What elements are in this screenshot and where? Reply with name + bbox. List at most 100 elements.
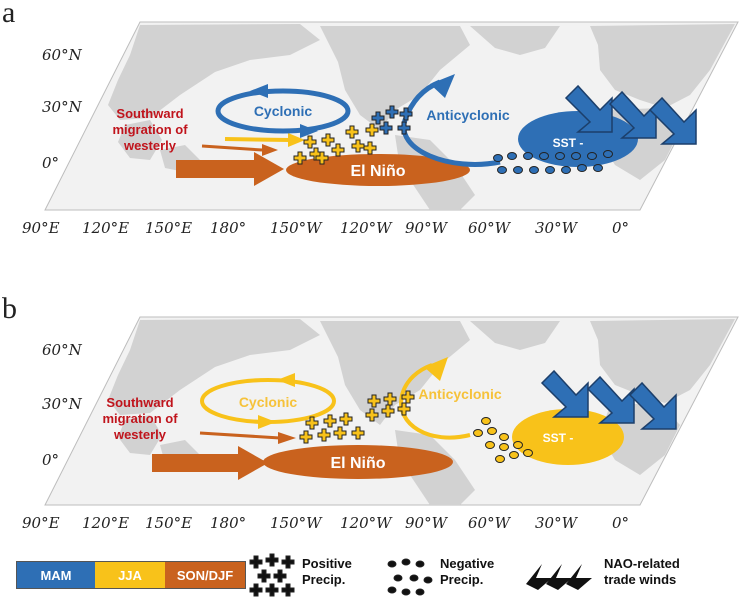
lon-label-0: 0° — [612, 219, 629, 237]
precip-cross — [339, 412, 353, 426]
precip-dot — [587, 152, 597, 160]
sst-ellipse — [512, 409, 624, 465]
el-nino-ellipse — [286, 154, 470, 186]
precip-dot — [497, 166, 507, 174]
precip-dot — [473, 429, 483, 437]
precip-dot — [495, 455, 505, 463]
precip-cross — [333, 426, 347, 440]
precip-cross — [365, 408, 379, 422]
lat-label-60n: 60°N — [42, 341, 83, 359]
lat-label-30n: 30°N — [42, 395, 83, 413]
el-nino-label: El Niño — [350, 163, 405, 180]
lon-label-60w: 60°W — [468, 514, 512, 532]
lat-label-60n: 60°N — [42, 46, 83, 64]
lon-label-90e: 90°E — [22, 219, 60, 237]
positive-label-line2: Precip. — [302, 572, 346, 587]
precip-dot — [499, 443, 509, 451]
precip-cross — [299, 430, 313, 444]
panel-a-map: 60°N 30°N 0° 90°E 120°E 150°E 180° 150°W… — [22, 21, 739, 237]
precip-dot — [409, 574, 419, 582]
panel-b-letter: b — [2, 292, 17, 325]
el-nino-label: El Niño — [330, 455, 385, 472]
westerly-arrows — [176, 133, 305, 186]
precip-dot — [481, 417, 491, 425]
el-nino-ellipse — [263, 445, 453, 479]
lon-label-150e: 150°E — [145, 514, 192, 532]
precip-cross — [281, 583, 295, 597]
precip-cross — [381, 404, 395, 418]
precip-cross — [397, 121, 411, 135]
trade-wind-legend-label: NAO-related trade winds — [604, 556, 680, 588]
legend: MAM JJA SON/DJF Positive Precip. Negativ… — [0, 548, 743, 600]
precip-cross — [249, 555, 263, 569]
precip-dot — [539, 152, 549, 160]
precip-cross — [351, 426, 365, 440]
precip-dot — [555, 152, 565, 160]
precip-cross — [363, 141, 377, 155]
precip-cross — [401, 390, 415, 404]
precip-dot — [523, 449, 533, 457]
precip-dot — [387, 560, 397, 568]
lon-label-0: 0° — [612, 514, 629, 532]
precip-cross — [351, 139, 365, 153]
precip-cross — [281, 555, 295, 569]
season-colorbar: MAM JJA SON/DJF — [16, 561, 246, 589]
precip-dot — [603, 150, 613, 158]
land-masses — [108, 24, 735, 210]
lon-label-60w: 60°W — [468, 219, 512, 237]
precip-cross — [367, 394, 381, 408]
trade-label-line1: NAO-related — [604, 556, 680, 571]
lon-labels: 90°E 120°E 150°E 180° 150°W 120°W 90°W 6… — [22, 514, 629, 532]
westerly-arrows — [152, 431, 296, 480]
sst-label: SST - — [553, 136, 584, 150]
cyclonic-label: Cyclonic — [239, 394, 298, 410]
trade-wind-arrows — [564, 84, 697, 145]
lon-label-30w: 30°W — [535, 219, 579, 237]
lon-label-120e: 120°E — [82, 219, 129, 237]
precip-dot — [485, 441, 495, 449]
negative-label-line2: Precip. — [440, 572, 484, 587]
lon-label-180: 180° — [210, 514, 246, 532]
panel-a-letter: a — [2, 0, 16, 29]
precip-cross — [265, 583, 279, 597]
lon-label-90w: 90°W — [405, 219, 449, 237]
lon-labels: 90°E 120°E 150°E 180° 150°W 120°W 90°W 6… — [22, 219, 629, 237]
panel-b-map: 60°N 30°N 0° 90°E 120°E 150°E 180° 150°W… — [22, 316, 739, 532]
precip-cross — [305, 416, 319, 430]
southward-label-line1: Southward — [106, 395, 173, 410]
lon-label-180: 180° — [210, 219, 246, 237]
precip-dot — [571, 152, 581, 160]
precip-dot — [401, 558, 411, 566]
lon-label-150e: 150°E — [145, 219, 192, 237]
precip-cross — [399, 107, 413, 121]
lon-label-120e: 120°E — [82, 514, 129, 532]
precip-dot — [499, 433, 509, 441]
anticyclonic-label: Anticyclonic — [426, 107, 509, 123]
precip-cross — [331, 143, 345, 157]
precip-cross — [397, 402, 411, 416]
precip-dot — [415, 588, 425, 596]
positive-label-line1: Positive — [302, 556, 352, 571]
precip-cross — [293, 151, 307, 165]
precip-cross — [257, 569, 271, 583]
lat-label-30n: 30°N — [42, 98, 83, 116]
precip-dot — [523, 152, 533, 160]
precip-cross — [317, 428, 331, 442]
southward-label-line3: westerly — [123, 138, 177, 153]
trade-wind-arrows — [540, 369, 677, 430]
cyclonic-loop — [200, 373, 336, 429]
precip-cross — [265, 553, 279, 567]
lat-label-0: 0° — [42, 451, 59, 469]
trade-label-line2: trade winds — [604, 572, 677, 587]
southward-label-line3: westerly — [113, 427, 167, 442]
lon-label-90e: 90°E — [22, 514, 60, 532]
precip-cross — [345, 125, 359, 139]
negative-precip-legend-label: Negative Precip. — [440, 556, 494, 588]
precip-cross — [321, 133, 335, 147]
lon-label-150w: 150°W — [270, 219, 323, 237]
lon-label-120w: 120°W — [340, 514, 393, 532]
legend-season-son-djf: SON/DJF — [165, 562, 245, 588]
negative-label-line1: Negative — [440, 556, 495, 571]
precip-cross — [315, 151, 329, 165]
precip-dot — [513, 166, 523, 174]
